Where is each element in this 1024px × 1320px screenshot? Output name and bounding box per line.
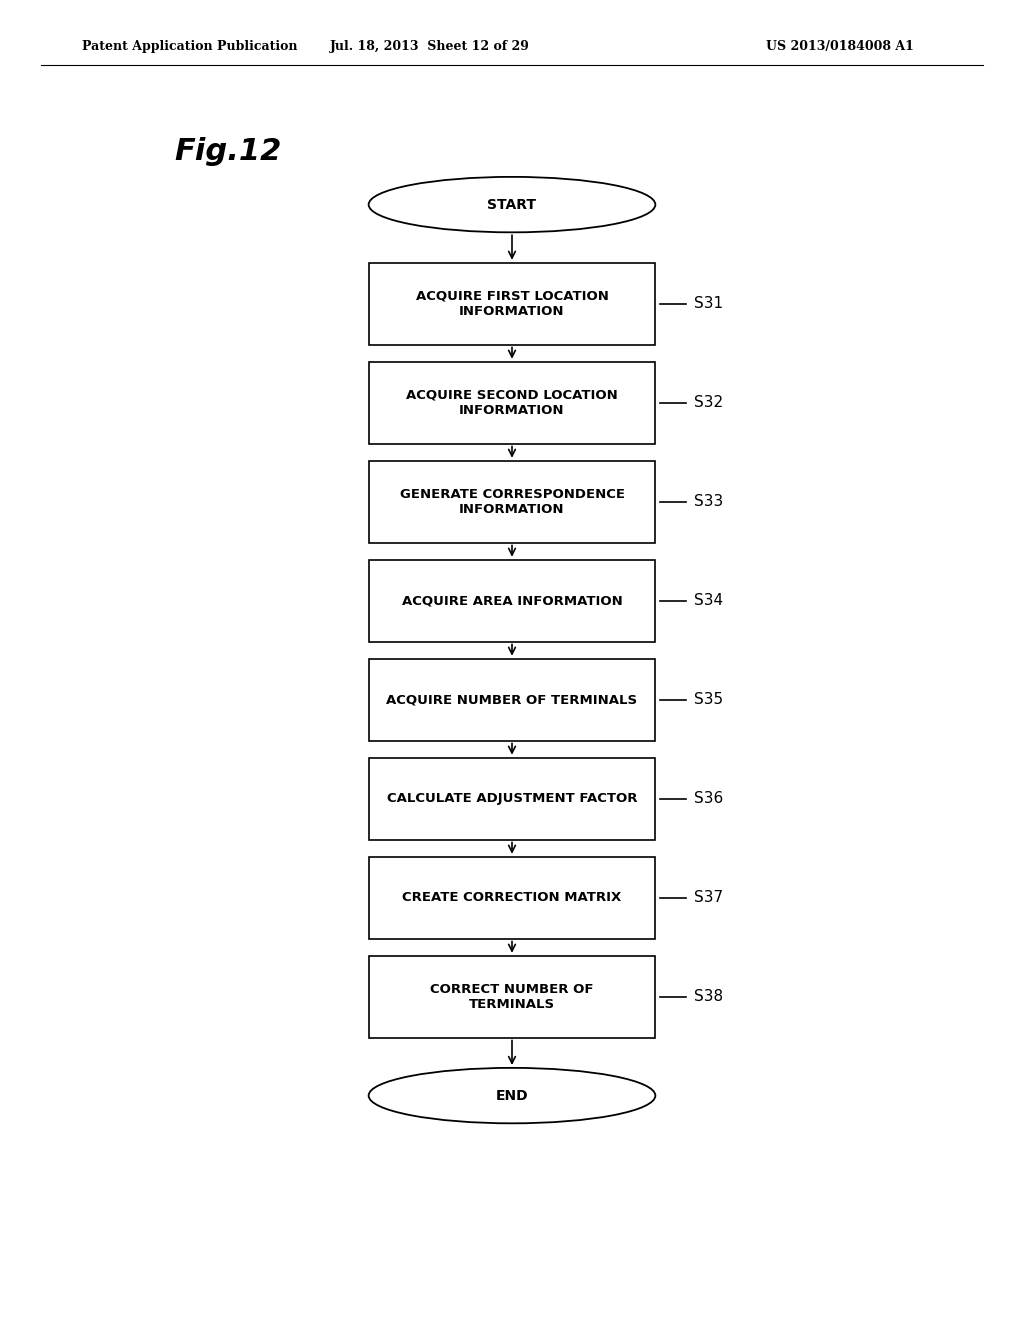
Text: S36: S36 [694, 791, 724, 807]
FancyBboxPatch shape [369, 659, 655, 741]
Text: END: END [496, 1089, 528, 1102]
Text: Fig.12: Fig.12 [174, 137, 282, 166]
Text: US 2013/0184008 A1: US 2013/0184008 A1 [766, 40, 913, 53]
Text: S32: S32 [694, 395, 723, 411]
Ellipse shape [369, 1068, 655, 1123]
FancyBboxPatch shape [369, 362, 655, 444]
Text: ACQUIRE NUMBER OF TERMINALS: ACQUIRE NUMBER OF TERMINALS [386, 693, 638, 706]
Text: CREATE CORRECTION MATRIX: CREATE CORRECTION MATRIX [402, 891, 622, 904]
Text: Patent Application Publication: Patent Application Publication [82, 40, 297, 53]
Text: S37: S37 [694, 890, 723, 906]
Text: S33: S33 [694, 494, 724, 510]
Text: CALCULATE ADJUSTMENT FACTOR: CALCULATE ADJUSTMENT FACTOR [387, 792, 637, 805]
Text: Jul. 18, 2013  Sheet 12 of 29: Jul. 18, 2013 Sheet 12 of 29 [330, 40, 530, 53]
Text: ACQUIRE AREA INFORMATION: ACQUIRE AREA INFORMATION [401, 594, 623, 607]
FancyBboxPatch shape [369, 956, 655, 1038]
FancyBboxPatch shape [369, 263, 655, 345]
FancyBboxPatch shape [369, 758, 655, 840]
Text: CORRECT NUMBER OF
TERMINALS: CORRECT NUMBER OF TERMINALS [430, 982, 594, 1011]
Ellipse shape [369, 177, 655, 232]
Text: ACQUIRE SECOND LOCATION
INFORMATION: ACQUIRE SECOND LOCATION INFORMATION [407, 388, 617, 417]
FancyBboxPatch shape [369, 857, 655, 939]
Text: S35: S35 [694, 692, 723, 708]
FancyBboxPatch shape [369, 560, 655, 642]
FancyBboxPatch shape [369, 461, 655, 543]
Text: S31: S31 [694, 296, 723, 312]
Text: ACQUIRE FIRST LOCATION
INFORMATION: ACQUIRE FIRST LOCATION INFORMATION [416, 289, 608, 318]
Text: GENERATE CORRESPONDENCE
INFORMATION: GENERATE CORRESPONDENCE INFORMATION [399, 487, 625, 516]
Text: S38: S38 [694, 989, 723, 1005]
Text: START: START [487, 198, 537, 211]
Text: S34: S34 [694, 593, 723, 609]
